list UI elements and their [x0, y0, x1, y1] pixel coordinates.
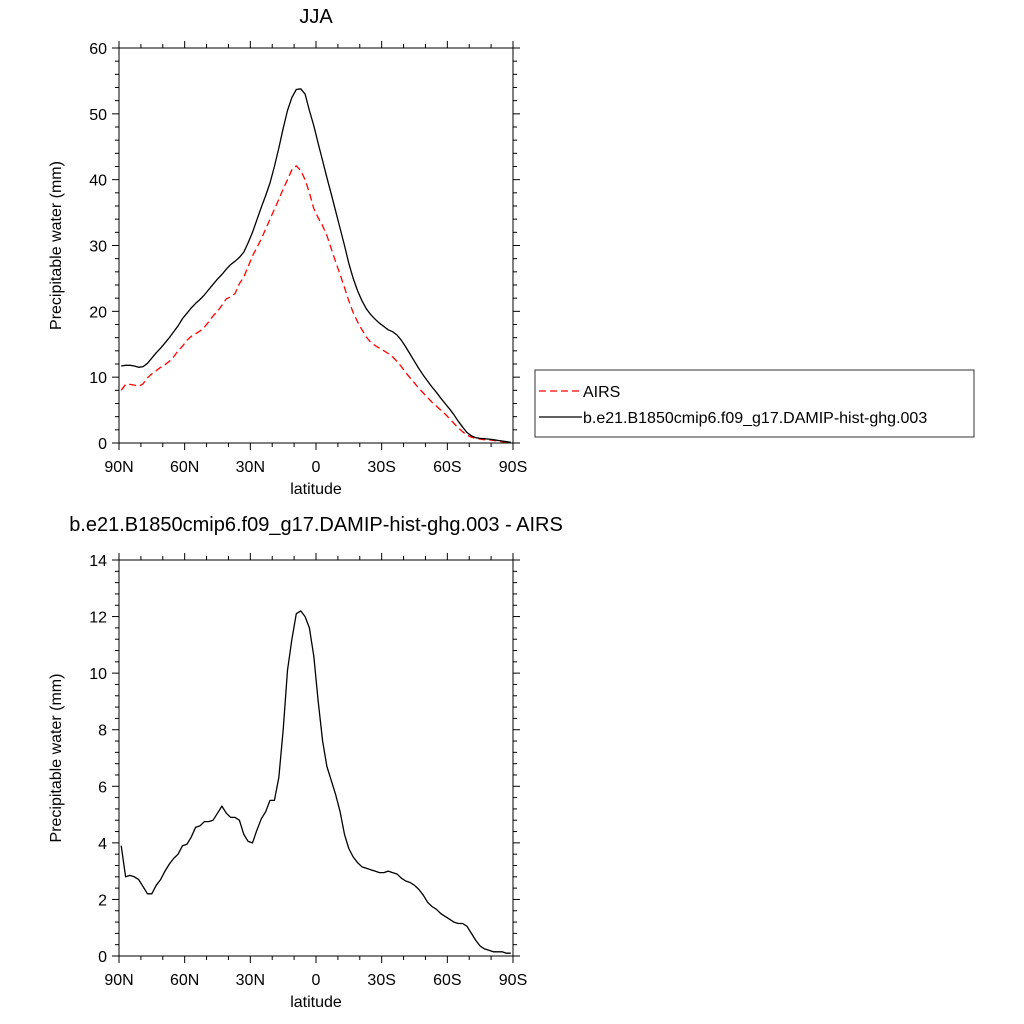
- x-tick-label: 60S: [433, 972, 461, 989]
- y-tick-label: 4: [98, 836, 107, 853]
- y-tick-label: 30: [89, 239, 107, 256]
- x-axis-label: latitude: [290, 994, 342, 1011]
- x-tick-label: 30S: [367, 972, 395, 989]
- plot-frame: [118, 559, 514, 957]
- x-tick-label: 60N: [170, 972, 199, 989]
- series-line-0: [120, 610, 511, 954]
- y-tick-label: 14: [89, 553, 107, 570]
- x-tick-label: 30N: [236, 459, 265, 476]
- x-tick-label: 60S: [433, 459, 461, 476]
- x-tick-label: 0: [312, 972, 321, 989]
- x-tick-label: 30S: [367, 459, 395, 476]
- x-tick-label: 60N: [170, 459, 199, 476]
- legend-label-0: AIRS: [583, 384, 620, 401]
- legend-label-1: b.e21.B1850cmip6.f09_g17.DAMIP-hist-ghg.…: [583, 410, 927, 427]
- series-line-0: [120, 165, 511, 443]
- y-axis-label: Precipitable water (mm): [48, 674, 65, 843]
- y-tick-label: 60: [89, 41, 107, 58]
- y-tick-label: 20: [89, 304, 107, 321]
- y-axis-label: Precipitable water (mm): [48, 161, 65, 330]
- chart-bottom: 90N 60N 30N 0 30S 60S 90S 0 2 4 6 8 10 12 14 b.e21.B185…: [48, 514, 563, 1011]
- y-tick-label: 10: [89, 666, 107, 683]
- y-tick-label: 8: [98, 723, 107, 740]
- y-tick-label: 0: [98, 949, 107, 966]
- series-line-1: [121, 88, 511, 443]
- x-axis-label: latitude: [290, 481, 342, 498]
- x-tick-label: 90N: [104, 459, 133, 476]
- y-tick-label: 6: [98, 779, 107, 796]
- x-tick-label: 90S: [499, 459, 527, 476]
- y-tick-label: 40: [89, 173, 107, 190]
- x-tick-label: 90N: [104, 972, 133, 989]
- chart-title: JJA: [299, 6, 333, 28]
- x-tick-label: 0: [312, 459, 321, 476]
- y-tick-label: 2: [98, 892, 107, 909]
- y-tick-label: 10: [89, 370, 107, 387]
- chart-top: 90N 60N 30N 0 30S 60S 90S 0 10 20 30 40 50 60 JJA latit…: [48, 6, 975, 498]
- chart-title: b.e21.B1850cmip6.f09_g17.DAMIP-hist-ghg.…: [69, 514, 563, 536]
- x-tick-label: 90S: [499, 972, 527, 989]
- x-tick-label: 30N: [236, 972, 265, 989]
- y-tick-label: 12: [89, 610, 107, 627]
- legend-box: [534, 369, 975, 438]
- y-tick-label: 0: [98, 436, 107, 453]
- y-tick-label: 50: [89, 107, 107, 124]
- plot-frame: [118, 47, 514, 444]
